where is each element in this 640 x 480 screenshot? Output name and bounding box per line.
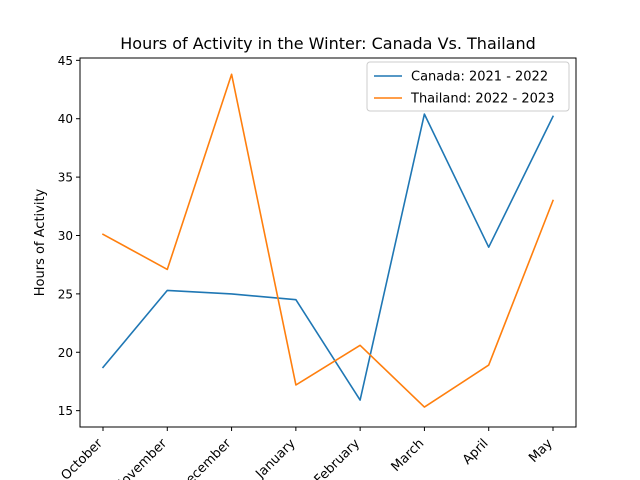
x-tick-label: March bbox=[389, 436, 428, 475]
x-tick-label: January bbox=[253, 436, 299, 480]
y-tick-label: 45 bbox=[58, 54, 73, 68]
series-line-1 bbox=[101, 73, 555, 408]
legend-box bbox=[366, 61, 570, 112]
y-tick-label: 15 bbox=[58, 404, 73, 418]
legend: Canada: 2021 - 2022 Thailand: 2022 - 2023 bbox=[366, 61, 570, 112]
chart-title: Hours of Activity in the Winter: Canada … bbox=[120, 34, 535, 53]
y-tick-label: 20 bbox=[58, 346, 73, 360]
series-line-0 bbox=[101, 113, 555, 401]
x-tick-label: November bbox=[112, 436, 171, 480]
y-axis-label: Hours of Activity bbox=[33, 188, 48, 296]
x-tick-label: December bbox=[176, 436, 235, 480]
x-tick-label: February bbox=[312, 436, 364, 480]
x-axis-ticks: October November December January February Ma… bbox=[58, 427, 556, 480]
y-tick-label: 40 bbox=[58, 112, 73, 126]
series-layer bbox=[101, 73, 555, 408]
x-tick-label: October bbox=[58, 436, 106, 480]
y-tick-label: 35 bbox=[58, 171, 73, 185]
y-tick-label: 30 bbox=[58, 229, 73, 243]
y-tick-label: 25 bbox=[58, 287, 73, 301]
x-tick-label: April bbox=[460, 436, 492, 468]
x-tick-label: May bbox=[526, 436, 556, 466]
legend-label: Thailand: 2022 - 2023 bbox=[410, 92, 554, 107]
y-axis-ticks: 15 20 25 30 35 40 45 bbox=[58, 54, 80, 418]
plot-frame bbox=[79, 57, 577, 428]
legend-label: Canada: 2021 - 2022 bbox=[411, 70, 548, 85]
